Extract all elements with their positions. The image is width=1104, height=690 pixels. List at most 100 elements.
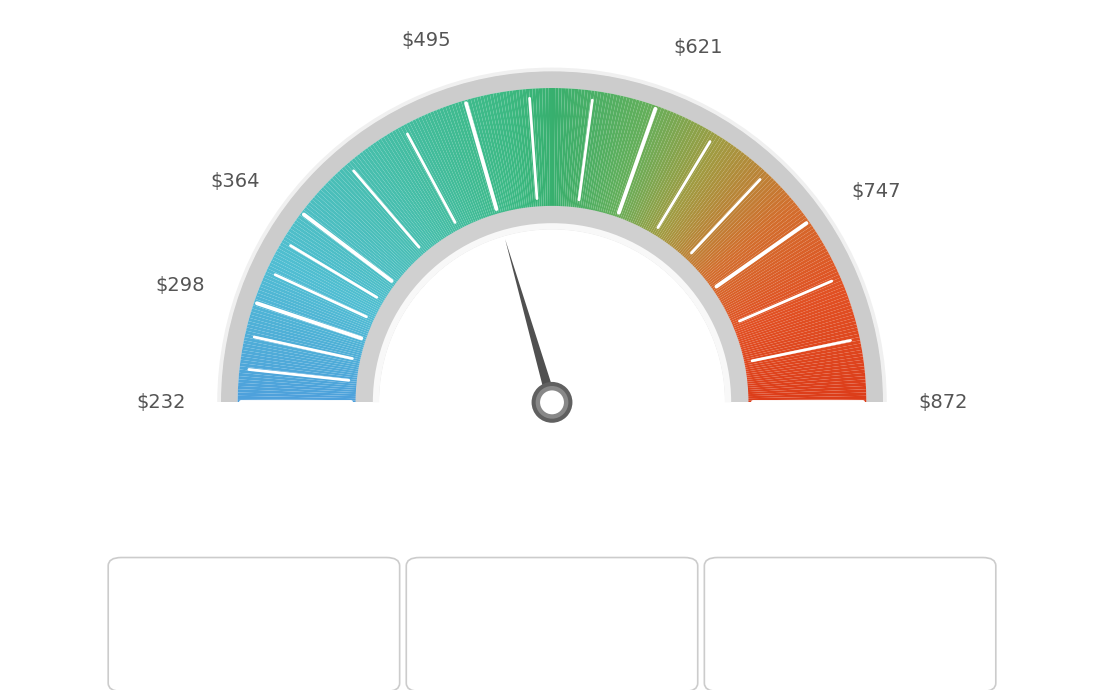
- Wedge shape: [368, 146, 439, 245]
- Wedge shape: [668, 150, 742, 247]
- Wedge shape: [519, 90, 533, 208]
- Wedge shape: [238, 380, 358, 390]
- Wedge shape: [545, 88, 550, 208]
- Wedge shape: [586, 93, 611, 211]
- Wedge shape: [638, 121, 694, 228]
- Wedge shape: [746, 373, 866, 386]
- Wedge shape: [245, 331, 362, 359]
- Wedge shape: [743, 337, 860, 364]
- Wedge shape: [238, 376, 358, 388]
- Wedge shape: [310, 199, 403, 278]
- Wedge shape: [370, 144, 440, 244]
- Wedge shape: [595, 96, 624, 213]
- Wedge shape: [745, 366, 864, 382]
- Text: $621: $621: [673, 38, 723, 57]
- Wedge shape: [328, 180, 414, 266]
- Wedge shape: [689, 178, 774, 264]
- Wedge shape: [746, 369, 864, 384]
- Wedge shape: [564, 88, 575, 208]
- Wedge shape: [690, 180, 776, 266]
- Wedge shape: [383, 135, 449, 238]
- Wedge shape: [746, 396, 867, 400]
- Wedge shape: [731, 277, 841, 327]
- Wedge shape: [339, 169, 422, 259]
- Wedge shape: [477, 97, 508, 213]
- Wedge shape: [729, 268, 838, 322]
- Wedge shape: [392, 130, 455, 235]
- Wedge shape: [465, 99, 500, 215]
- Text: $298: $298: [156, 276, 205, 295]
- Polygon shape: [506, 239, 556, 404]
- Wedge shape: [424, 114, 475, 224]
- Circle shape: [540, 391, 564, 414]
- Wedge shape: [266, 268, 375, 322]
- Wedge shape: [741, 324, 858, 356]
- Wedge shape: [241, 357, 359, 376]
- Wedge shape: [446, 106, 488, 219]
- Wedge shape: [381, 137, 447, 239]
- Wedge shape: [347, 162, 426, 255]
- Wedge shape: [552, 88, 555, 208]
- Wedge shape: [712, 223, 811, 293]
- Wedge shape: [734, 290, 847, 335]
- Wedge shape: [484, 95, 511, 212]
- Wedge shape: [560, 88, 569, 208]
- Wedge shape: [241, 359, 359, 378]
- Wedge shape: [697, 192, 788, 273]
- Wedge shape: [745, 359, 863, 378]
- Wedge shape: [250, 315, 364, 350]
- Wedge shape: [700, 197, 792, 277]
- Wedge shape: [620, 108, 665, 220]
- Wedge shape: [572, 90, 588, 209]
- Wedge shape: [746, 380, 866, 390]
- Wedge shape: [480, 96, 509, 213]
- Wedge shape: [217, 68, 887, 402]
- Wedge shape: [682, 169, 765, 259]
- Wedge shape: [522, 89, 535, 208]
- Wedge shape: [436, 109, 482, 221]
- Wedge shape: [443, 106, 486, 219]
- Wedge shape: [337, 171, 421, 260]
- Wedge shape: [608, 101, 646, 217]
- Wedge shape: [401, 126, 460, 232]
- Wedge shape: [251, 311, 365, 348]
- Wedge shape: [591, 95, 617, 212]
- Wedge shape: [616, 106, 658, 219]
- Wedge shape: [598, 97, 630, 214]
- Wedge shape: [713, 226, 814, 295]
- Wedge shape: [704, 207, 800, 283]
- Text: $747: $747: [851, 182, 901, 201]
- Wedge shape: [687, 175, 772, 263]
- Wedge shape: [734, 293, 848, 336]
- Wedge shape: [255, 296, 369, 338]
- Wedge shape: [742, 334, 860, 362]
- Wedge shape: [711, 220, 810, 291]
- Wedge shape: [238, 386, 358, 394]
- Wedge shape: [743, 340, 861, 366]
- Wedge shape: [294, 220, 393, 291]
- Wedge shape: [341, 166, 423, 257]
- Wedge shape: [593, 95, 620, 212]
- Wedge shape: [626, 111, 673, 223]
- Wedge shape: [670, 152, 745, 248]
- Wedge shape: [285, 234, 388, 299]
- Wedge shape: [448, 104, 490, 218]
- Wedge shape: [737, 308, 853, 346]
- Text: ● Min Cost: ● Min Cost: [194, 591, 314, 611]
- Wedge shape: [526, 89, 538, 208]
- Wedge shape: [298, 215, 395, 288]
- Wedge shape: [673, 156, 750, 251]
- Wedge shape: [254, 299, 368, 340]
- Wedge shape: [742, 331, 859, 359]
- Wedge shape: [658, 139, 726, 240]
- Wedge shape: [705, 210, 803, 284]
- Wedge shape: [694, 187, 784, 270]
- Wedge shape: [269, 263, 378, 317]
- Wedge shape: [660, 141, 729, 242]
- Wedge shape: [596, 97, 627, 213]
- Wedge shape: [535, 88, 544, 208]
- Wedge shape: [458, 101, 496, 217]
- Wedge shape: [744, 353, 863, 374]
- Wedge shape: [397, 127, 458, 233]
- Wedge shape: [288, 228, 390, 296]
